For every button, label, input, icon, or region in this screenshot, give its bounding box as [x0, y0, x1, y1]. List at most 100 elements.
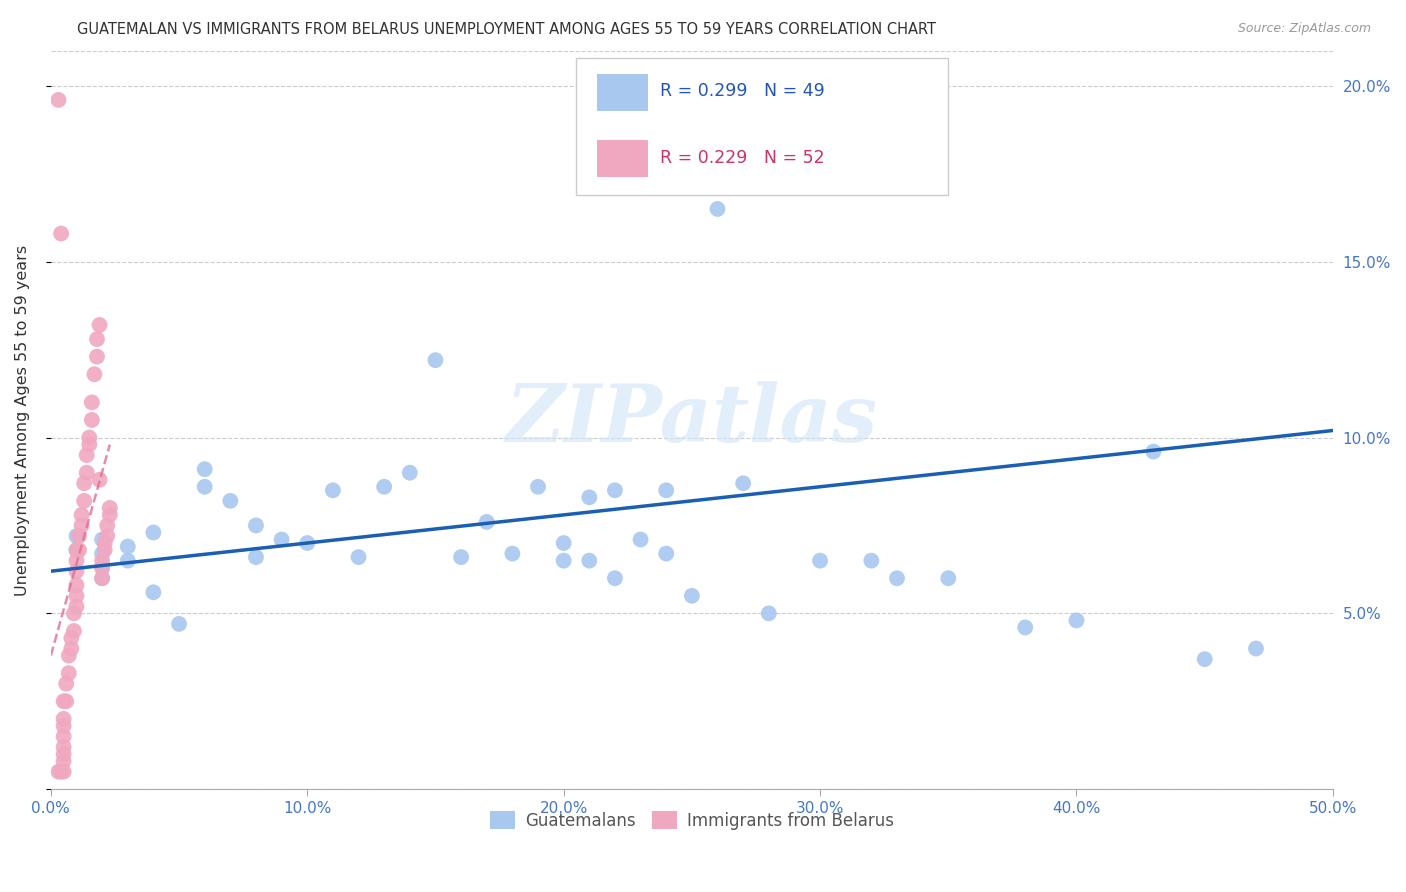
Point [245, 550, 267, 565]
Point [98, 500, 121, 515]
Point [93, 536, 115, 550]
Text: R = 0.229   N = 52: R = 0.229 N = 52 [659, 149, 824, 167]
Text: Source: ZipAtlas.com: Source: ZipAtlas.com [1237, 22, 1371, 36]
Point [1014, 620, 1036, 634]
Point [373, 480, 395, 494]
Point [96, 518, 118, 533]
Text: R = 0.299   N = 49: R = 0.299 N = 49 [659, 82, 824, 100]
Point [142, 585, 165, 599]
Point [733, 476, 755, 491]
Legend: Guatemalans, Immigrants from Belarus: Guatemalans, Immigrants from Belarus [484, 805, 901, 837]
Point [80, 395, 103, 409]
Point [194, 462, 217, 476]
Point [91, 560, 114, 574]
Point [1066, 614, 1088, 628]
Point [91, 547, 114, 561]
Point [70, 518, 93, 533]
Point [52, 747, 75, 761]
FancyBboxPatch shape [598, 140, 648, 177]
Point [98, 508, 121, 522]
Point [501, 547, 523, 561]
Point [936, 571, 959, 585]
Point [245, 518, 267, 533]
Point [83, 368, 105, 382]
Point [58, 648, 80, 663]
Point [808, 554, 831, 568]
Point [89, 318, 111, 332]
Point [553, 554, 575, 568]
Point [91, 571, 114, 585]
Point [91, 571, 114, 585]
Point [79, 437, 101, 451]
Point [65, 554, 87, 568]
Point [553, 536, 575, 550]
Point [91, 554, 114, 568]
Y-axis label: Unemployment Among Ages 55 to 59 years: Unemployment Among Ages 55 to 59 years [15, 244, 30, 596]
Point [117, 540, 139, 554]
Point [79, 431, 101, 445]
Point [270, 533, 292, 547]
Point [63, 624, 86, 638]
Point [96, 529, 118, 543]
Point [86, 350, 108, 364]
Point [91, 560, 114, 574]
Point [65, 543, 87, 558]
FancyBboxPatch shape [576, 58, 948, 194]
Point [52, 754, 75, 768]
Point [52, 712, 75, 726]
Point [655, 483, 678, 498]
Point [76, 448, 98, 462]
Point [475, 515, 498, 529]
Point [67, 529, 90, 543]
Point [219, 493, 242, 508]
Point [91, 533, 114, 547]
Point [67, 543, 90, 558]
Point [603, 571, 626, 585]
Point [48, 764, 70, 779]
Point [76, 466, 98, 480]
Point [93, 543, 115, 558]
Point [52, 694, 75, 708]
Point [65, 564, 87, 578]
Point [65, 529, 87, 543]
Point [167, 616, 190, 631]
Point [55, 694, 77, 708]
Point [322, 483, 344, 498]
Point [860, 554, 883, 568]
Point [603, 483, 626, 498]
Point [706, 202, 728, 216]
Text: ZIPatlas: ZIPatlas [506, 381, 877, 458]
Point [70, 508, 93, 522]
Point [65, 589, 87, 603]
Point [48, 93, 70, 107]
Point [681, 589, 703, 603]
Point [758, 607, 780, 621]
Text: GUATEMALAN VS IMMIGRANTS FROM BELARUS UNEMPLOYMENT AMONG AGES 55 TO 59 YEARS COR: GUATEMALAN VS IMMIGRANTS FROM BELARUS UN… [77, 22, 936, 37]
Point [52, 739, 75, 754]
Point [347, 550, 370, 565]
Point [80, 413, 103, 427]
Point [73, 493, 96, 508]
Point [86, 332, 108, 346]
Point [297, 536, 319, 550]
Point [450, 550, 472, 565]
Point [398, 466, 420, 480]
Point [578, 491, 600, 505]
Point [1244, 641, 1267, 656]
Point [194, 480, 217, 494]
Point [527, 480, 550, 494]
Point [142, 525, 165, 540]
Point [65, 543, 87, 558]
Point [52, 764, 75, 779]
Point [117, 554, 139, 568]
Point [63, 607, 86, 621]
FancyBboxPatch shape [598, 73, 648, 111]
Point [49, 764, 72, 779]
Point [73, 476, 96, 491]
Point [52, 730, 75, 744]
Point [60, 641, 83, 656]
Point [425, 353, 447, 368]
Point [89, 473, 111, 487]
Point [55, 676, 77, 690]
Point [58, 666, 80, 681]
